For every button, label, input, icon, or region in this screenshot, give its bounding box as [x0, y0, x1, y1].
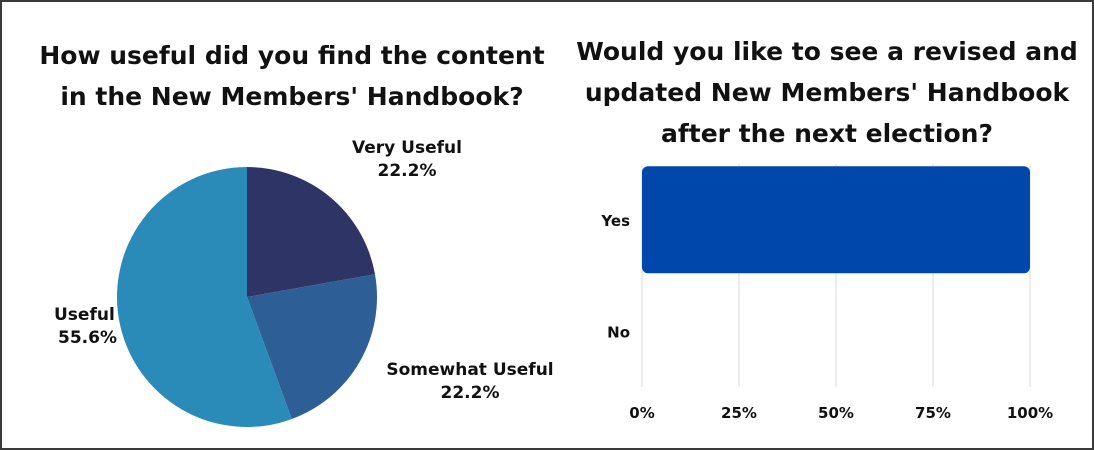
pie-label-somewhat-useful: Somewhat Useful — [386, 360, 553, 380]
x-tick-label: 25% — [721, 404, 757, 422]
pie-label-useful: Useful — [54, 305, 115, 325]
pie-slice-useful — [117, 167, 292, 427]
pie-percent-somewhat-useful: 22.2% — [441, 383, 500, 403]
y-category-label-no: No — [607, 323, 630, 341]
pie-percent-useful: 55.6% — [58, 328, 117, 348]
x-tick-label: 0% — [629, 404, 654, 422]
bar-chart-title: Would you like to see a revised and upda… — [572, 31, 1082, 154]
pie-slice-somewhat-useful — [247, 274, 377, 420]
x-tick-label: 75% — [915, 404, 951, 422]
pie-chart: Very Useful 22.2% Somewhat Useful 22.2% Usef… — [54, 138, 554, 427]
bar-title-line-2: updated New Members' Handbook — [584, 78, 1070, 107]
bar-yes — [642, 166, 1030, 274]
bar-title-line-3: after the next election? — [661, 119, 993, 148]
x-tick-label: 100% — [1007, 404, 1053, 422]
y-category-label-yes: Yes — [600, 212, 630, 230]
pie-percent-very-useful: 22.2% — [378, 161, 437, 181]
pie-title-line-1: How useful did you find the content — [39, 41, 545, 70]
pie-title-line-2: in the New Members' Handbook? — [60, 82, 524, 111]
pie-label-very-useful: Very Useful — [352, 138, 462, 158]
bar-title-line-1: Would you like to see a revised and — [576, 37, 1078, 66]
x-tick-label: 50% — [818, 404, 854, 422]
pie-chart-title: How useful did you find the content in t… — [32, 35, 552, 117]
pie-slice-very-useful — [247, 167, 375, 297]
